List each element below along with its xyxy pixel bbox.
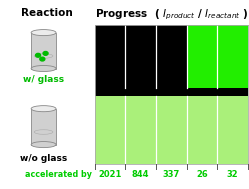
Text: w/ glass: w/ glass (23, 75, 64, 84)
Bar (95, 88, 248, 96)
Text: accelerated by: accelerated by (25, 170, 92, 179)
Ellipse shape (31, 65, 56, 71)
Bar (156, 96, 187, 164)
Circle shape (36, 53, 41, 57)
Bar (217, 25, 248, 88)
Bar (95, 25, 125, 88)
Text: 32: 32 (227, 170, 238, 179)
Bar (187, 25, 217, 88)
Bar (125, 25, 156, 88)
Circle shape (43, 52, 48, 55)
Bar (95, 96, 125, 164)
Text: Reaction: Reaction (21, 8, 73, 18)
Ellipse shape (31, 29, 56, 36)
Text: w/o glass: w/o glass (20, 153, 67, 163)
Text: 26: 26 (196, 170, 208, 179)
Text: 844: 844 (132, 170, 149, 179)
Bar (156, 25, 187, 88)
Text: 337: 337 (163, 170, 180, 179)
Bar (217, 96, 248, 164)
Text: 2021: 2021 (98, 170, 122, 179)
Ellipse shape (31, 106, 56, 112)
Bar (125, 96, 156, 164)
Text: Progress  ( $\mathit{I}_{\mathit{product}}$ / $\mathit{I}_{\mathit{reactant}}$ ): Progress ( $\mathit{I}_{\mathit{product}… (95, 8, 248, 22)
Ellipse shape (31, 142, 56, 148)
Bar (31, 109, 56, 145)
Circle shape (40, 57, 45, 61)
Bar (187, 96, 217, 164)
Bar (31, 33, 56, 68)
